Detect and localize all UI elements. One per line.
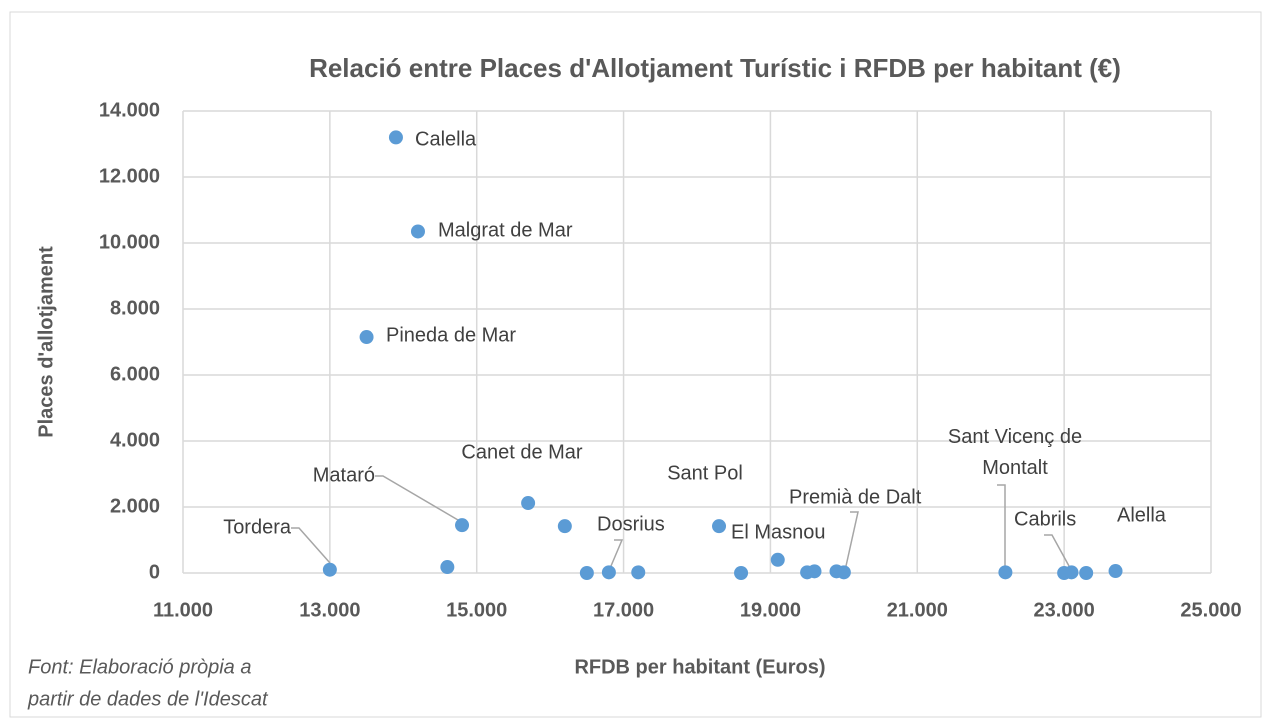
point-label: Malgrat de Mar [438,219,573,241]
x-tick-label: 19.000 [740,599,801,621]
leader-line [1044,534,1070,567]
y-tick-label: 0 [149,561,160,583]
y-tick-label: 6.000 [110,363,160,385]
point [1064,565,1079,580]
x-tick-label: 15.000 [446,599,507,621]
point [998,565,1013,580]
point [734,566,749,580]
point [601,565,616,580]
x-tick-label: 13.000 [299,599,360,621]
leader-line [291,527,331,564]
point [770,552,785,567]
point [322,562,337,577]
point-label: Cabrils [1014,508,1076,530]
point [1108,564,1123,579]
point-label: Sant Pol [667,462,743,484]
chart-frame [9,11,1262,718]
point [631,565,646,580]
point [521,496,536,511]
y-tick-label: 4.000 [110,429,160,451]
source-note: partir de dades de l'Idescat [27,688,269,710]
x-tick-label: 21.000 [887,599,948,621]
point [1079,566,1094,580]
point [388,130,403,145]
y-tick-label: 2.000 [110,495,160,517]
point-label: Calella [415,128,477,150]
source-note: Font: Elaboració pròpia a [28,656,251,678]
point-label: Canet de Mar [461,441,583,463]
point-label: Premià de Dalt [789,486,922,508]
x-axis-title: RFDB per habitant (Euros) [574,656,825,678]
point [440,560,455,575]
y-axis-title: Places d'allotjament [35,246,57,438]
point [807,564,822,579]
point-label: Alella [1117,504,1167,526]
x-tick-label: 17.000 [593,599,654,621]
y-tick-label: 14.000 [99,99,160,121]
point [410,224,425,239]
point [557,519,572,534]
y-tick-label: 10.000 [99,231,160,253]
point-label: Pineda de Mar [386,324,516,346]
leader-line [610,539,624,567]
chart-title: Relació entre Places d'Allotjament Turís… [309,53,1121,83]
point-label: Sant Vicenç de Montalt [947,426,1083,479]
point [455,518,470,533]
point-label-box: Sant Vicenç de Montalt [947,426,1083,479]
point-label: Mataró [313,464,375,486]
y-tick-label: 8.000 [110,297,160,319]
point-label: Dosrius [597,513,665,535]
point [836,565,851,580]
y-tick-label: 12.000 [99,165,160,187]
x-tick-label: 11.000 [153,599,213,621]
leader-line [997,484,1006,566]
point-label: Tordera [223,516,292,538]
point-label: El Masnou [731,521,826,543]
x-tick-label: 23.000 [1034,599,1095,621]
leader-line [375,475,459,521]
point [359,330,374,345]
point [712,519,727,534]
leader-line [845,511,859,567]
x-tick-label: 25.000 [1180,599,1241,621]
point [579,566,594,580]
